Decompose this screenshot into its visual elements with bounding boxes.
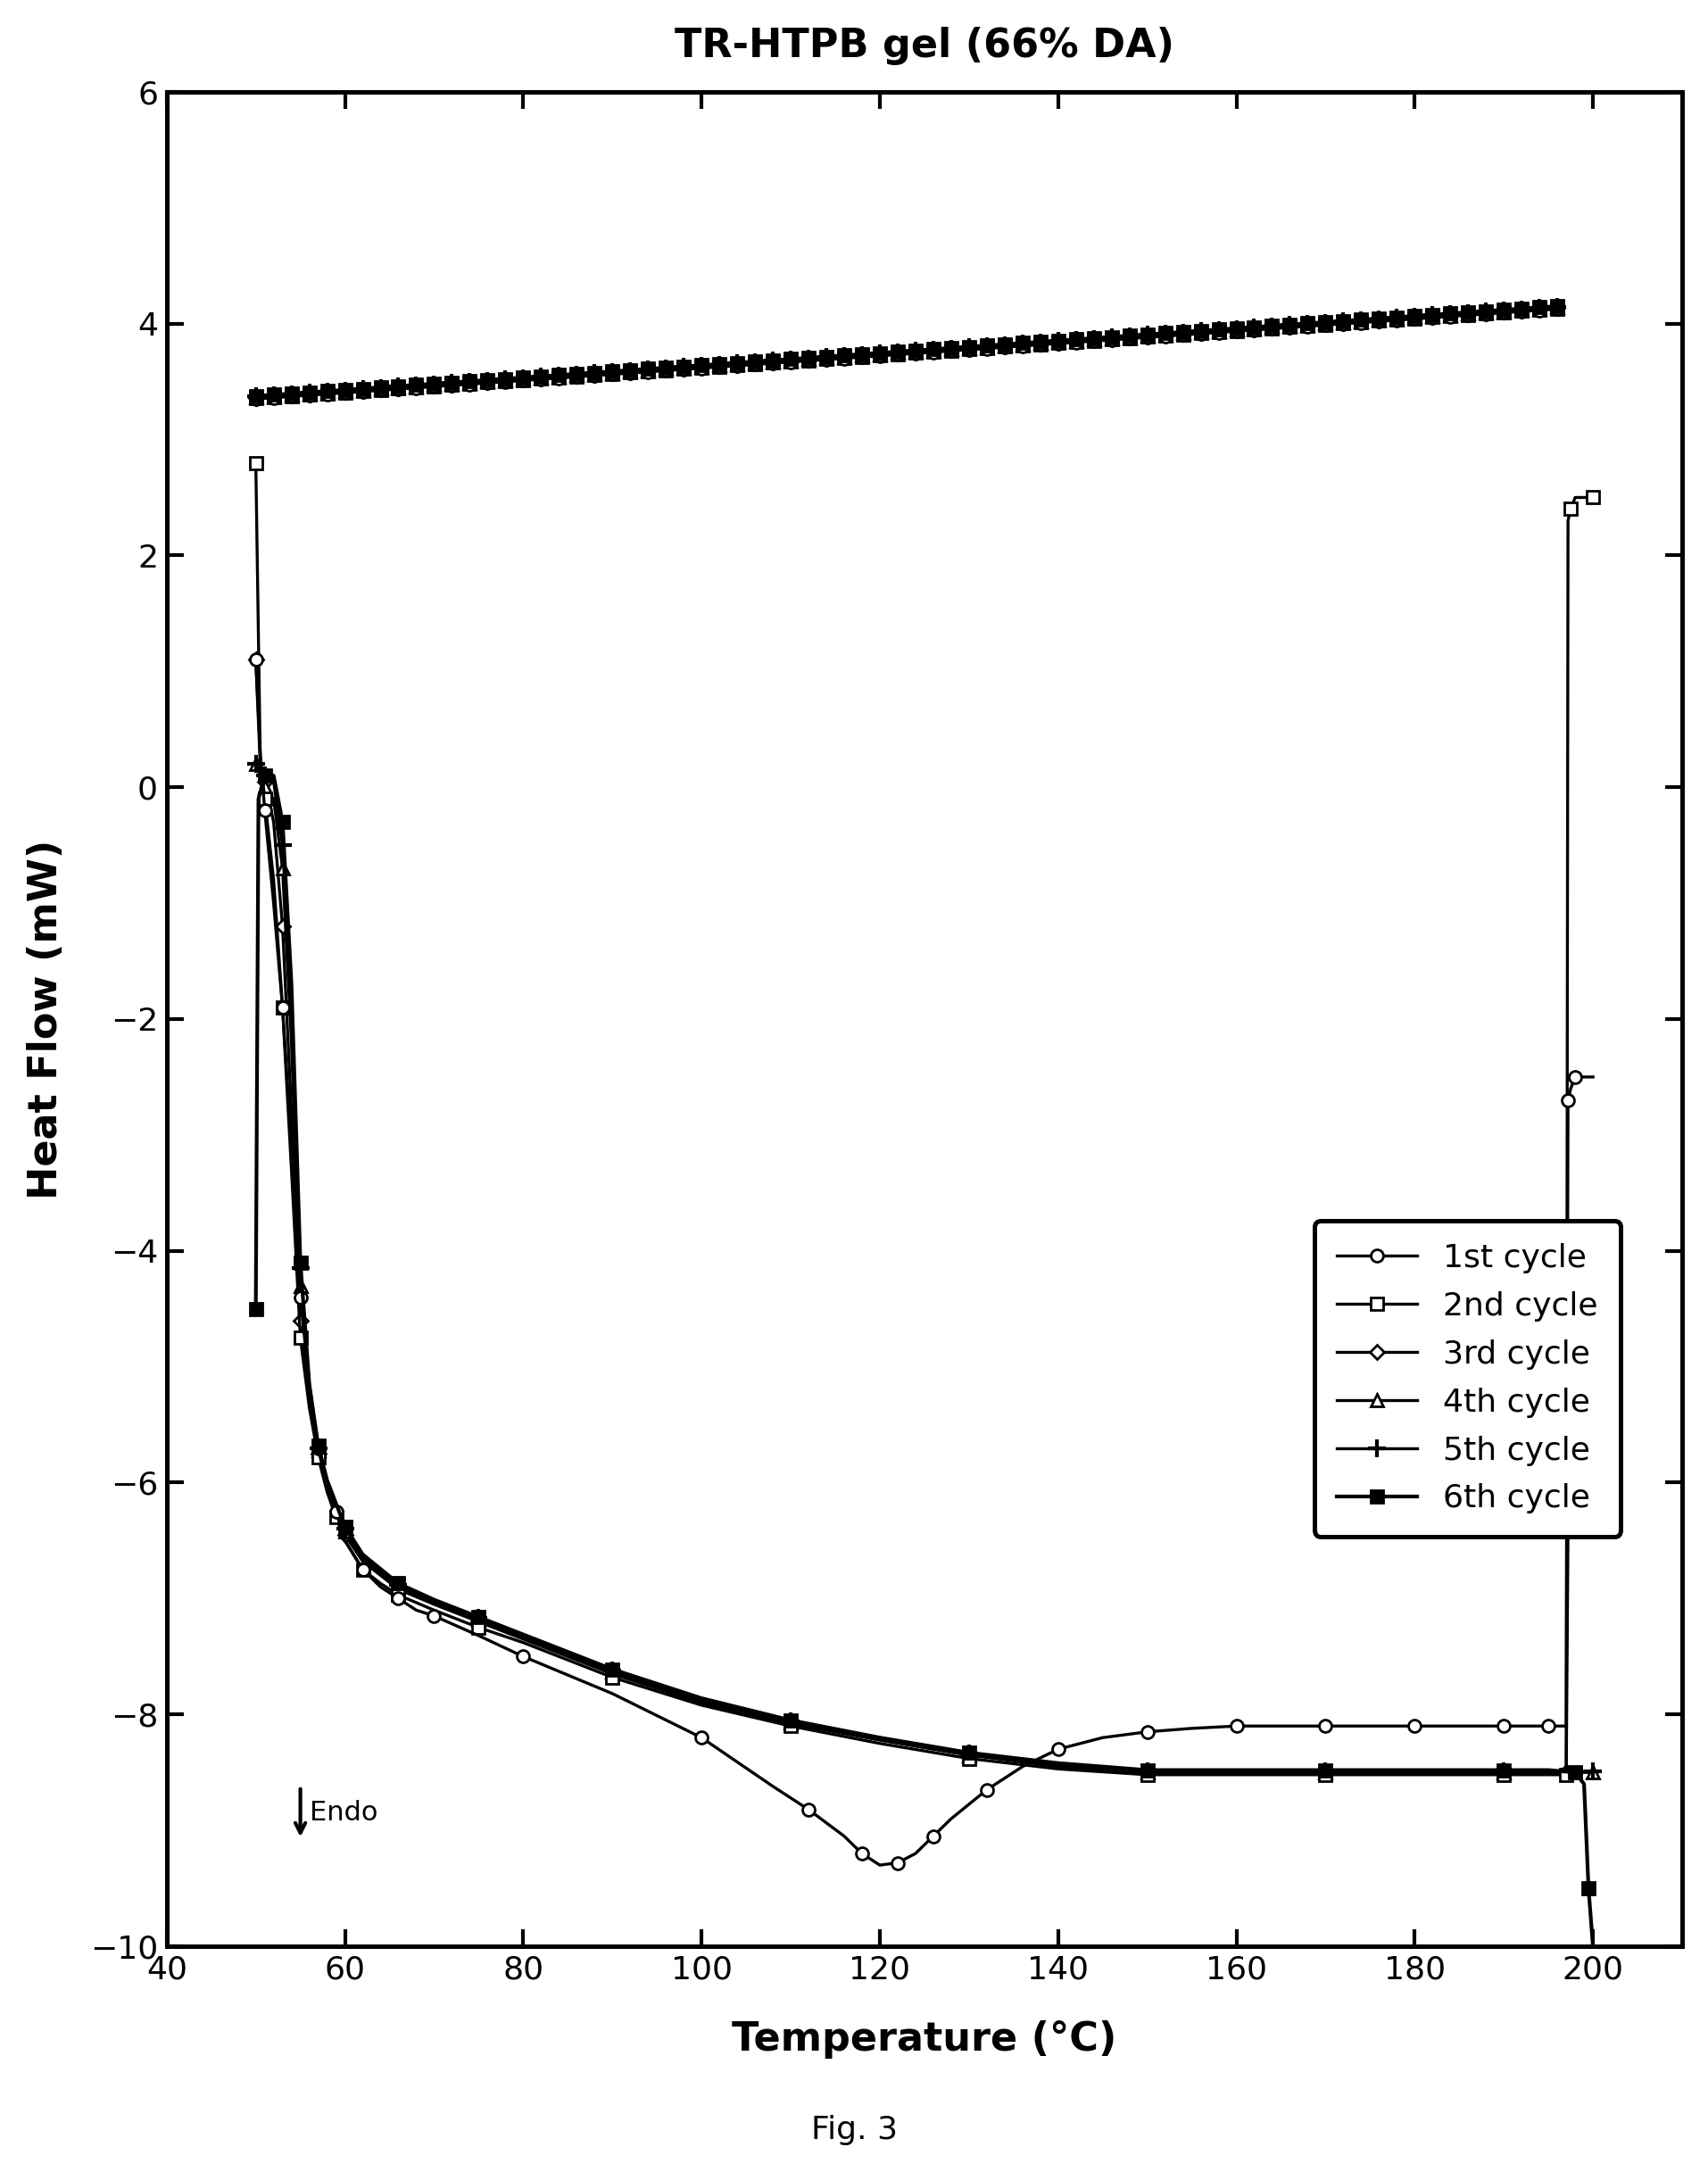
- 5th cycle: [975, 332, 996, 358]
- 3rd cycle: [975, 334, 996, 361]
- 1st cycle: [958, 337, 979, 363]
- 2nd cycle: [975, 334, 996, 361]
- Line: 2nd cycle: 2nd cycle: [249, 302, 1563, 404]
- 6th cycle: [246, 382, 266, 408]
- 2nd cycle: [531, 365, 552, 391]
- 1st cycle: [246, 387, 266, 413]
- 4th cycle: [673, 354, 693, 380]
- 4th cycle: [975, 334, 996, 361]
- Line: 1st cycle: 1st cycle: [249, 302, 1563, 406]
- 6th cycle: [673, 354, 693, 380]
- Legend: 1st cycle, 2nd cycle, 3rd cycle, 4th cycle, 5th cycle, 6th cycle: 1st cycle, 2nd cycle, 3rd cycle, 4th cyc…: [1313, 1221, 1619, 1536]
- 5th cycle: [958, 334, 979, 361]
- 4th cycle: [1421, 302, 1442, 328]
- 1st cycle: [975, 334, 996, 361]
- 3rd cycle: [1546, 295, 1566, 321]
- 5th cycle: [1421, 302, 1442, 328]
- 3rd cycle: [1421, 304, 1442, 330]
- 2nd cycle: [1546, 295, 1566, 321]
- Line: 4th cycle: 4th cycle: [249, 302, 1563, 404]
- 5th cycle: [246, 384, 266, 411]
- 5th cycle: [1546, 293, 1566, 319]
- 5th cycle: [673, 354, 693, 380]
- 4th cycle: [531, 365, 552, 391]
- 3rd cycle: [531, 365, 552, 391]
- 1st cycle: [673, 356, 693, 382]
- 1st cycle: [1421, 304, 1442, 330]
- 6th cycle: [1421, 302, 1442, 328]
- 2nd cycle: [512, 367, 533, 393]
- 4th cycle: [512, 365, 533, 391]
- 2nd cycle: [1421, 304, 1442, 330]
- Line: 5th cycle: 5th cycle: [248, 298, 1565, 406]
- 4th cycle: [958, 334, 979, 361]
- Y-axis label: Heat Flow (mW): Heat Flow (mW): [27, 838, 65, 1199]
- 2nd cycle: [246, 384, 266, 411]
- 6th cycle: [975, 332, 996, 358]
- 5th cycle: [512, 365, 533, 391]
- Line: 3rd cycle: 3rd cycle: [251, 302, 1561, 402]
- 3rd cycle: [958, 334, 979, 361]
- 3rd cycle: [673, 356, 693, 382]
- 2nd cycle: [673, 356, 693, 382]
- 1st cycle: [1546, 295, 1566, 321]
- X-axis label: Temperature (°C): Temperature (°C): [731, 2020, 1117, 2059]
- 3rd cycle: [246, 384, 266, 411]
- 6th cycle: [1546, 293, 1566, 319]
- 4th cycle: [1546, 293, 1566, 319]
- 6th cycle: [531, 363, 552, 389]
- 5th cycle: [531, 365, 552, 391]
- Title: TR-HTPB gel (66% DA): TR-HTPB gel (66% DA): [675, 26, 1173, 65]
- Line: 6th cycle: 6th cycle: [249, 300, 1563, 402]
- 2nd cycle: [958, 337, 979, 363]
- Text: Endo: Endo: [309, 1801, 377, 1827]
- 6th cycle: [512, 365, 533, 391]
- 4th cycle: [246, 384, 266, 411]
- 1st cycle: [531, 367, 552, 393]
- Text: Fig. 3: Fig. 3: [811, 2116, 897, 2146]
- 1st cycle: [512, 367, 533, 393]
- 3rd cycle: [512, 367, 533, 393]
- 6th cycle: [958, 334, 979, 361]
